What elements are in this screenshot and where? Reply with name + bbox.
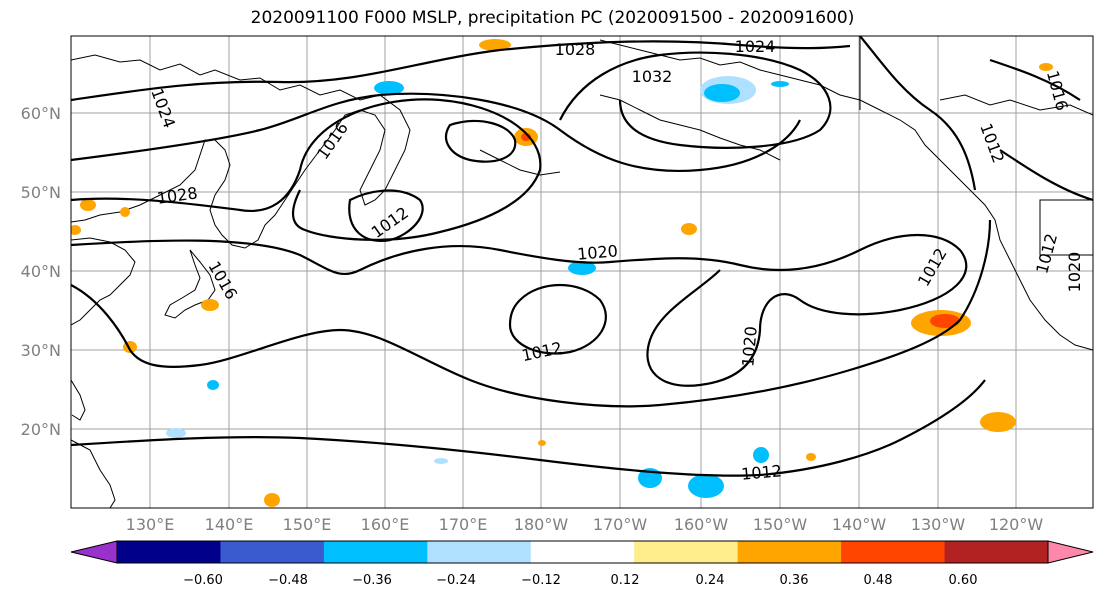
coastlines: [71, 36, 1093, 508]
colorbar-cell: [841, 541, 946, 563]
gridlines: [71, 36, 1093, 508]
colorbar-cell: [427, 541, 532, 563]
lon-label: 120°W: [989, 515, 1044, 534]
colorbar-tick-label: −0.24: [436, 573, 476, 588]
lat-label: 60°N: [21, 104, 61, 123]
colorbar-tick-label: −0.12: [521, 573, 561, 588]
lon-label: 160°W: [674, 515, 729, 534]
colorbar-tick-label: 0.12: [611, 573, 640, 588]
lon-label: 150°W: [753, 515, 808, 534]
isobar-label: 1028: [555, 40, 596, 59]
colorbar-extend-high: [1047, 540, 1094, 564]
colorbar-cell: [944, 541, 1049, 563]
longitude-labels: 130°E 140°E 150°E 160°E 170°E 180°W 170°…: [126, 515, 1044, 534]
isobar-label: 1020: [576, 241, 618, 263]
lat-label: 40°N: [21, 262, 61, 281]
lon-label: 130°W: [911, 515, 966, 534]
lon-label: 140°W: [832, 515, 887, 534]
precip-patches: [71, 39, 1053, 507]
colorbar-cell: [117, 541, 221, 563]
lat-label: 20°N: [21, 420, 61, 439]
colorbar-tick-label: −0.36: [352, 573, 392, 588]
isobar-label: 1012: [740, 461, 782, 483]
colorbar-cell: [737, 541, 842, 563]
lon-label: 130°E: [126, 515, 175, 534]
isobars: [71, 36, 1093, 477]
lon-label: 150°E: [283, 515, 332, 534]
colorbar-tick-label: −0.48: [268, 573, 308, 588]
lon-label: 170°W: [593, 515, 648, 534]
lon-label: 170°E: [439, 515, 488, 534]
isobar-label: 1024: [735, 37, 776, 56]
colorbar-tick-label: 0.24: [696, 573, 725, 588]
colorbar-tick-label: 0.60: [949, 573, 978, 588]
latitude-labels: 60°N 50°N 40°N 30°N 20°N: [21, 104, 61, 439]
isobar-labels: 1028 1024 1032 1024 1016 1028 1012 1020 …: [147, 37, 1084, 484]
colorbar-cell: [530, 541, 635, 563]
lat-label: 50°N: [21, 183, 61, 202]
colorbar-tick-label: 0.48: [864, 573, 893, 588]
map-frame: [70, 35, 1094, 509]
colorbar-cell: [634, 541, 739, 563]
colorbar-tick-label: −0.60: [183, 573, 223, 588]
colorbar-tick-labels: −0.60 −0.48 −0.36 −0.24 −0.12 0.12 0.24 …: [183, 573, 977, 588]
colorbar-cell: [220, 541, 325, 563]
lon-label: 180°W: [514, 515, 569, 534]
map-title: 2020091100 F000 MSLP, precipitation PC (…: [250, 8, 855, 28]
isobar-label: 1032: [632, 67, 673, 86]
colorbar-tick-label: 0.36: [780, 573, 809, 588]
lon-label: 160°E: [361, 515, 410, 534]
colorbar: −0.60 −0.48 −0.36 −0.24 −0.12 0.12 0.24 …: [70, 540, 1094, 588]
colorbar-extend-low: [70, 540, 118, 564]
isobar-label: 1020: [1065, 252, 1084, 293]
lon-label: 140°E: [205, 515, 254, 534]
lat-label: 30°N: [21, 341, 61, 360]
colorbar-cell: [323, 541, 428, 563]
colorbar-frame: [116, 540, 1049, 564]
isobar-label: 1020: [738, 325, 760, 367]
